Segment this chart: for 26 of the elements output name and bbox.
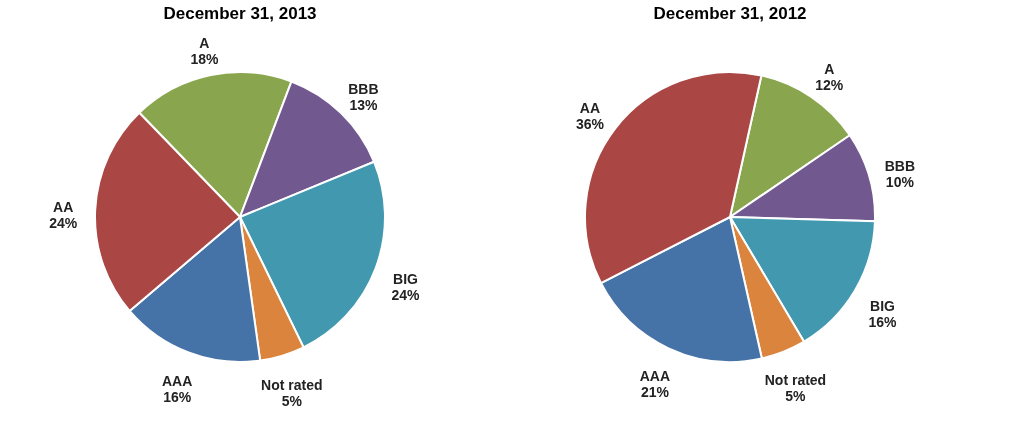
slice-label: Not rated (764, 372, 827, 389)
data-label: 18% (190, 50, 219, 67)
slice-label: BIG (870, 297, 896, 314)
data-label: 21% (640, 384, 670, 401)
data-label: 24% (391, 286, 421, 303)
chart-title: December 31, 2012 (653, 4, 807, 23)
data-label: 36% (575, 115, 605, 132)
slice-label: BIG (393, 270, 419, 287)
slice-label: AAA (639, 368, 671, 385)
slice-label: A (199, 34, 210, 51)
data-label: 10% (885, 174, 915, 191)
slice-label: Not rated (261, 377, 323, 394)
slice-label: BBB (884, 158, 916, 175)
chart-title: December 31, 2013 (163, 4, 317, 23)
data-label: 12% (815, 77, 844, 94)
data-label: 5% (785, 388, 807, 405)
slice-label: AA (53, 199, 74, 216)
data-label: 13% (349, 97, 378, 114)
slice-label: BBB (348, 81, 379, 98)
data-label: 5% (281, 393, 303, 410)
slice-label: AAA (161, 373, 193, 390)
slice-label: A (824, 61, 835, 78)
data-label: 16% (163, 389, 192, 406)
data-label: 16% (868, 313, 898, 330)
data-label: 24% (49, 215, 78, 232)
slice-label: AA (579, 99, 601, 116)
